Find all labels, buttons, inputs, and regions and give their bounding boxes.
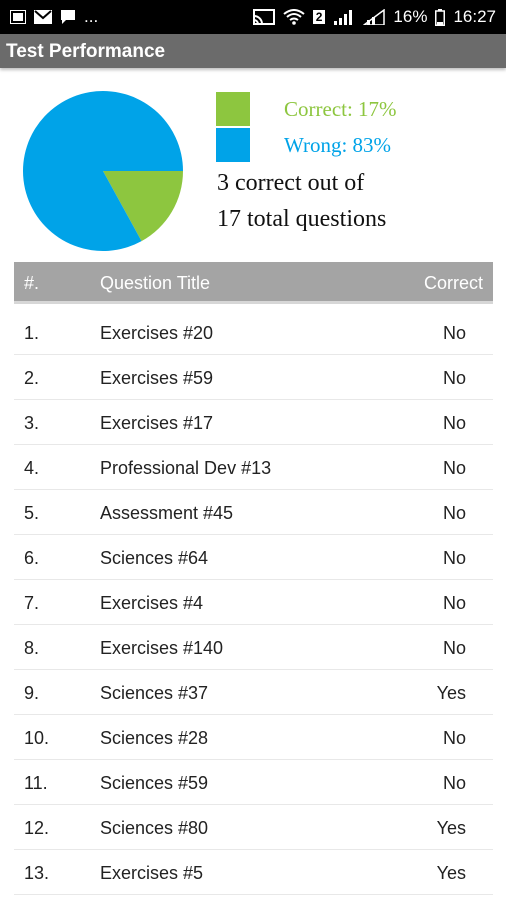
header-number: #. — [24, 273, 40, 293]
correct-value: No — [442, 458, 466, 478]
table-row[interactable]: 9. Sciences #37 Yes — [14, 670, 493, 715]
correct-value: Yes — [436, 683, 466, 703]
performance-summary: Correct: 17% Wrong: 83% 3 correct out of… — [0, 68, 506, 260]
clock: 16:27 — [453, 7, 496, 26]
table-row[interactable]: 6. Sciences #64 No — [14, 535, 493, 580]
question-number: 2. — [24, 368, 40, 388]
question-number: 10. — [24, 728, 50, 748]
question-title: Exercises #20 — [100, 323, 214, 343]
correct-count-line1: 3 correct out of — [217, 170, 365, 196]
question-title: Exercises #5 — [100, 863, 204, 883]
page-title: Test Performance — [6, 41, 166, 62]
mail-icon — [34, 10, 52, 24]
signal-icon-2 — [363, 9, 386, 25]
question-title: Sciences #28 — [100, 728, 209, 748]
table-row[interactable]: 13. Exercises #5 Yes — [14, 850, 493, 895]
question-number: 1. — [24, 323, 40, 343]
sim-badge: 2 — [312, 10, 326, 24]
legend-correct: Correct: 17% — [216, 92, 397, 126]
question-title: Professional Dev #13 — [100, 458, 272, 478]
table-row[interactable]: 1. Exercises #20 No — [14, 310, 493, 355]
status-bar-right: 2 16% 16:27 — [252, 7, 496, 27]
battery-percent: 16% — [393, 7, 428, 26]
results-table-header: #. Question Title Correct — [14, 262, 493, 304]
correct-color-swatch — [216, 92, 250, 126]
more-notifications: ... — [84, 7, 99, 26]
wifi-icon — [283, 9, 305, 25]
correct-value: No — [442, 638, 466, 658]
table-row[interactable]: 10. Sciences #28 No — [14, 715, 493, 760]
correct-value: Yes — [436, 818, 466, 838]
correct-value: Yes — [436, 863, 466, 883]
pie-slice-correct — [103, 171, 183, 242]
correct-value: No — [442, 368, 466, 388]
table-row[interactable]: 2. Exercises #59 No — [14, 355, 493, 400]
table-row[interactable]: 11. Sciences #59 No — [14, 760, 493, 805]
image-icon — [10, 10, 26, 24]
battery-icon — [435, 8, 446, 26]
question-number: 7. — [24, 593, 40, 613]
app-bar: Test Performance — [0, 34, 506, 68]
question-title: Sciences #64 — [100, 548, 209, 568]
header-correct: Correct — [423, 273, 483, 293]
table-row[interactable]: 7. Exercises #4 No — [14, 580, 493, 625]
correct-legend-label: Correct: 17% — [284, 96, 397, 121]
table-row[interactable]: 8. Exercises #140 No — [14, 625, 493, 670]
table-row[interactable]: 12. Sciences #80 Yes — [14, 805, 493, 850]
question-title: Exercises #17 — [100, 413, 214, 433]
status-bar-left: ... — [10, 7, 98, 27]
question-number: 11. — [24, 773, 48, 793]
correct-value: No — [442, 323, 466, 343]
question-number: 9. — [24, 683, 40, 703]
question-title: Exercises #140 — [100, 638, 224, 658]
chat-icon — [61, 10, 75, 24]
question-title: Sciences #59 — [100, 773, 209, 793]
question-number: 4. — [24, 458, 40, 478]
question-number: 6. — [24, 548, 40, 568]
table-row[interactable]: 5. Assessment #45 No — [14, 490, 493, 535]
pie-slice-wrong — [23, 90, 183, 251]
question-number: 3. — [24, 413, 40, 433]
correct-value: No — [442, 503, 466, 523]
table-row[interactable]: 4. Professional Dev #13 No — [14, 445, 493, 490]
results-table-body: 1. Exercises #20 No 2. Exercises #59 No 3. Exer… — [14, 310, 493, 895]
question-number: 8. — [24, 638, 40, 658]
legend-wrong: Wrong: 83% — [216, 128, 391, 162]
correct-value: No — [442, 773, 466, 793]
correct-value: No — [442, 593, 466, 613]
question-title: Sciences #80 — [100, 818, 209, 838]
question-title: Assessment #45 — [100, 503, 234, 523]
wrong-legend-label: Wrong: 83% — [284, 132, 392, 157]
header-question-title: Question Title — [100, 273, 211, 293]
question-title: Exercises #4 — [100, 593, 204, 613]
correct-value: No — [442, 728, 466, 748]
question-number: 12. — [24, 818, 50, 838]
signal-icon — [334, 10, 353, 25]
status-bar: ... 2 16% 16:27 — [0, 0, 506, 34]
question-number: 13. — [24, 863, 50, 883]
correct-value: No — [442, 413, 466, 433]
cast-icon — [252, 9, 275, 25]
question-number: 5. — [24, 503, 40, 523]
wrong-color-swatch — [216, 128, 250, 162]
correct-value: No — [442, 548, 466, 568]
question-title: Exercises #59 — [100, 368, 214, 388]
table-row[interactable]: 3. Exercises #17 No — [14, 400, 493, 445]
performance-pie-chart — [23, 90, 183, 251]
correct-count-line2: 17 total questions — [217, 206, 387, 232]
question-title: Sciences #37 — [100, 683, 209, 703]
